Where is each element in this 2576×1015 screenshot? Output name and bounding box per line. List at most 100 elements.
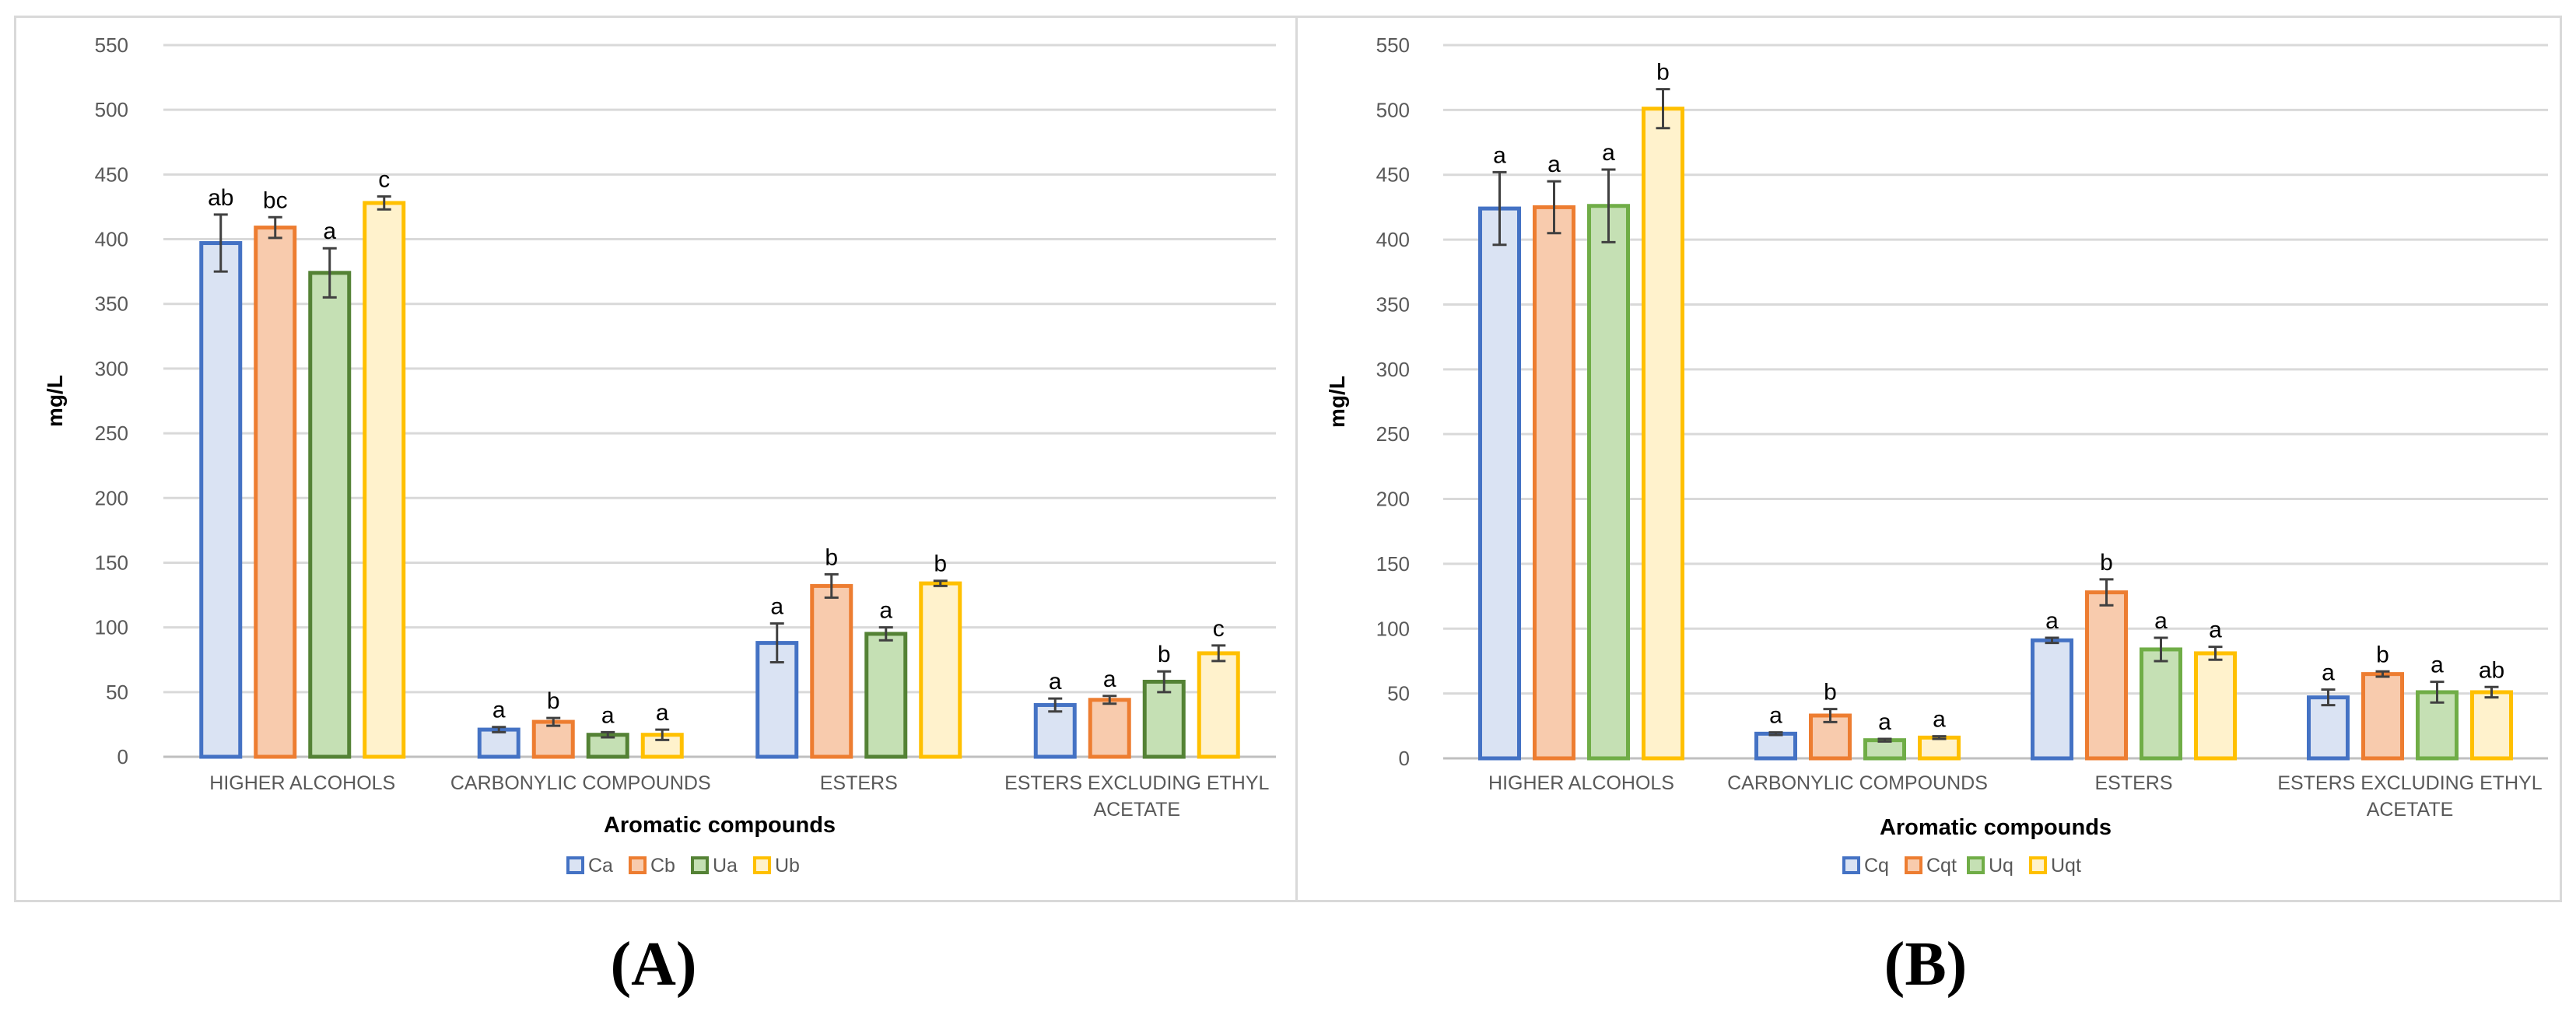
panel-b-legend-label-uqt: Uqt	[2051, 855, 2081, 877]
panel-b-legend-swatch-uq	[1967, 856, 1985, 874]
panel-b-significance-label: b	[2100, 550, 2113, 576]
panel-b-significance-label: b	[1656, 60, 1670, 86]
panel-a-significance-label: b	[1158, 642, 1171, 667]
panel-a-legend-swatch-ua	[691, 856, 709, 874]
panel-a-significance-label: b	[934, 551, 947, 577]
panel-a-bar-ca	[1033, 702, 1077, 759]
panel-a-ytick-label: 300	[95, 357, 128, 380]
panel-a-legend-swatch-cb	[629, 856, 647, 874]
panel-b-significance-label: a	[1547, 152, 1561, 177]
panel-a-legend-swatch-ub	[753, 856, 771, 874]
panel-a-significance-label: a	[656, 700, 669, 726]
panel-a-legend-label-ua: Ua	[713, 855, 738, 877]
panel-b-bar-cqt	[1533, 205, 1575, 761]
panel-b-category-label: HIGHER ALCOHOLS	[1488, 772, 1674, 794]
panel-a-ytick-label: 0	[117, 745, 128, 768]
panel-b-significance-label: a	[1878, 709, 1891, 735]
panel-a-category-label: HIGHER ALCOHOLS	[209, 772, 395, 794]
panel-b-significance-label: a	[2154, 608, 2168, 634]
panel-a-significance-label: a	[770, 594, 783, 620]
panel-b-bar-cqt	[1809, 713, 1852, 761]
panel-b-bar-uq	[1863, 738, 1906, 761]
panel-b-ylabel: mg/L	[1325, 376, 1349, 428]
panel-b-xlabel: Aromatic compounds	[1880, 815, 2112, 840]
panel-a-bar-cb	[531, 719, 575, 759]
panel-b-category-label: ESTERS EXCLUDING ETHYL	[2277, 772, 2542, 794]
panel-b-ytick-label: 500	[1376, 98, 1410, 121]
panel-b-significance-label: a	[1602, 140, 1615, 166]
panel-a-ytick-label: 500	[95, 98, 128, 121]
panel-b-category-label: ACETATE	[2367, 799, 2454, 821]
panel-b-significance-label: a	[1769, 703, 1782, 729]
panel-b-ytick-label: 300	[1376, 358, 1410, 381]
panel-a-xlabel: Aromatic compounds	[604, 813, 836, 838]
panel-a-ytick-label: 450	[95, 163, 128, 186]
panel-b-ytick-label: 400	[1376, 228, 1410, 251]
panel-a-significance-label: a	[601, 702, 615, 728]
panel-a-category-label: ESTERS EXCLUDING ETHYL	[1004, 772, 1269, 794]
panel-b-label: (B)	[1884, 930, 1968, 999]
panel-b-legend-swatch-uqt	[2029, 856, 2047, 874]
panel-a-bar-ub	[1197, 651, 1240, 759]
panel-a-ytick-label: 550	[95, 33, 128, 57]
panel-a-significance-label: ab	[208, 185, 233, 211]
panel-b-ytick-label: 50	[1387, 682, 1410, 705]
panel-b-category-label: CARBONYLIC COMPOUNDS	[1727, 772, 1988, 794]
panel-b-legend-label-cq: Cq	[1864, 855, 1889, 877]
panel-a-significance-label: a	[323, 219, 336, 244]
panel-a-bar-ub	[363, 201, 406, 759]
panel-b-bar-cqt	[2085, 590, 2128, 761]
panel-a-significance-label: b	[825, 544, 838, 570]
panel-b-ytick-label: 250	[1376, 422, 1410, 446]
panel-b-significance-label: ab	[2479, 657, 2504, 683]
panel-b-legend-swatch-cqt	[1905, 856, 1922, 874]
panel-b-bar-uqt	[1918, 735, 1961, 761]
panel-a-significance-label: a	[1103, 667, 1116, 692]
panel-a-legend-swatch-ca	[566, 856, 584, 874]
panel-b-bar-cq	[2031, 638, 2073, 761]
panel-a-significance-label: a	[492, 698, 506, 723]
panel-a-category-label: CARBONYLIC COMPOUNDS	[450, 772, 711, 794]
panel-a-ytick-label: 100	[95, 616, 128, 639]
panel-a-ytick-label: 350	[95, 292, 128, 316]
panel-a-ytick-label: 200	[95, 486, 128, 509]
panel-a-bar-ua	[308, 271, 352, 759]
panel-a-category-label: ACETATE	[1093, 799, 1180, 821]
panel-b-significance-label: a	[2431, 653, 2444, 678]
panel-b-significance-label: b	[2376, 642, 2389, 667]
panel-b-significance-label: a	[1933, 707, 1946, 733]
panel-a-significance-label: c	[1213, 616, 1225, 642]
panel-a-ytick-label: 150	[95, 551, 128, 574]
panel-b-legend-label-uq: Uq	[1989, 855, 2013, 877]
panel-b-ytick-label: 0	[1399, 747, 1410, 770]
panel-b-legend-label-cqt: Cqt	[1926, 855, 1957, 877]
panel-b-bar-uq	[1587, 204, 1630, 761]
panel-b-bar-uq	[2416, 690, 2459, 761]
panel-a-category-label: ESTERS	[820, 772, 898, 794]
panel-b-ytick-label: 350	[1376, 292, 1410, 316]
panel-a-label: (A)	[610, 930, 697, 999]
panel-b-bar-cq	[1754, 731, 1797, 761]
panel-a-ytick-label: 50	[106, 681, 128, 704]
panel-b-ytick-label: 450	[1376, 163, 1410, 187]
panel-a-bar-cb	[1088, 698, 1131, 759]
panel-b-bar-cqt	[2361, 672, 2404, 761]
panel-a-bar-ua	[864, 632, 908, 759]
panel-b-ytick-label: 100	[1376, 617, 1410, 640]
panel-b-bar-uq	[2140, 647, 2182, 761]
panel-a-significance-label: a	[879, 598, 892, 624]
panel-b-bar-cq	[2307, 695, 2350, 761]
panel-a-bar-ca	[477, 727, 520, 759]
panel-a-significance-label: a	[1049, 669, 1062, 695]
panel-b-bar-uqt	[2194, 651, 2237, 761]
panel-b-significance-label: a	[2322, 660, 2335, 686]
panel-b-legend-swatch-cq	[1842, 856, 1860, 874]
panel-b-ytick-label: 550	[1376, 33, 1410, 57]
panel-a-ytick-label: 400	[95, 228, 128, 251]
panel-b-bar-cq	[1478, 206, 1521, 761]
panel-a-significance-label: c	[378, 167, 390, 193]
panel-b-bar-uqt	[2470, 690, 2513, 761]
